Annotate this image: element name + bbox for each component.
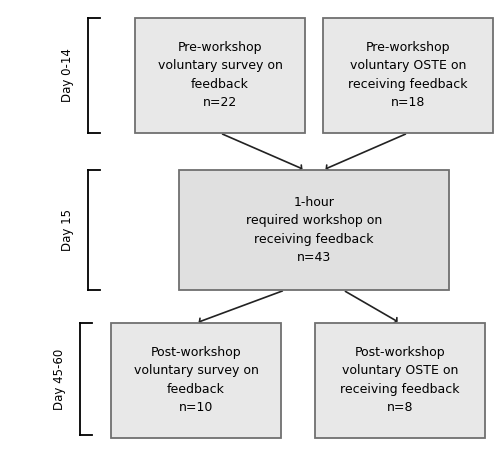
Text: 1-hour
required workshop on
receiving feedback
n=43: 1-hour required workshop on receiving fe… — [246, 196, 382, 264]
Text: Day 0-14: Day 0-14 — [62, 48, 74, 102]
Text: Post-workshop
voluntary OSTE on
receiving feedback
n=8: Post-workshop voluntary OSTE on receivin… — [340, 346, 460, 414]
FancyBboxPatch shape — [323, 17, 493, 133]
Text: Day 45-60: Day 45-60 — [54, 348, 66, 409]
FancyBboxPatch shape — [315, 323, 485, 437]
Text: Post-workshop
voluntary survey on
feedback
n=10: Post-workshop voluntary survey on feedba… — [134, 346, 258, 414]
Text: Day 15: Day 15 — [62, 209, 74, 251]
FancyBboxPatch shape — [179, 170, 449, 290]
FancyBboxPatch shape — [111, 323, 281, 437]
FancyBboxPatch shape — [135, 17, 305, 133]
Text: Pre-workshop
voluntary OSTE on
receiving feedback
n=18: Pre-workshop voluntary OSTE on receiving… — [348, 41, 468, 109]
Text: Pre-workshop
voluntary survey on
feedback
n=22: Pre-workshop voluntary survey on feedbac… — [158, 41, 282, 109]
